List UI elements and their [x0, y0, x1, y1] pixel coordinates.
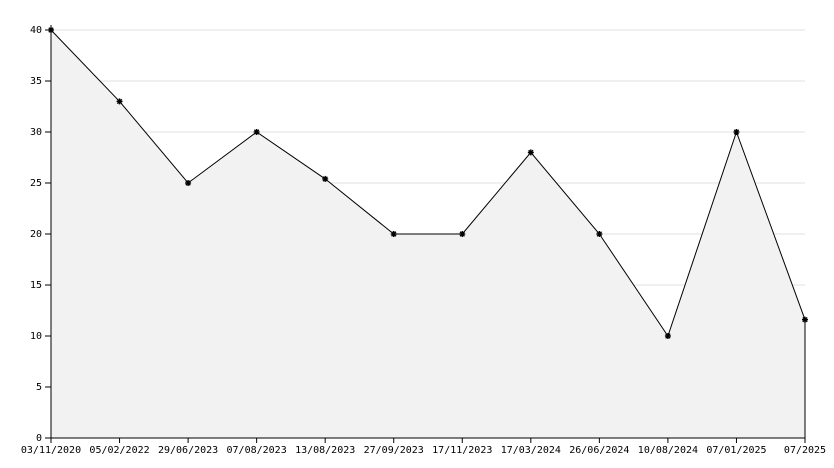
marker-stroke [116, 98, 123, 105]
point [596, 231, 603, 237]
x-tick-label: 03/11/2020 [21, 445, 81, 456]
marker-stroke [665, 333, 671, 339]
y-tick-label: 30 [30, 127, 42, 138]
marker-stroke [253, 129, 260, 135]
marker-stroke [185, 180, 191, 186]
x-tick-label: 07/08/2023 [227, 445, 287, 456]
y-tick-label: 10 [30, 331, 42, 342]
point [664, 333, 671, 339]
point [459, 231, 466, 237]
marker-stroke [459, 231, 465, 237]
y-tick-label: 15 [30, 280, 42, 291]
point [733, 129, 740, 135]
x-tick-label: 26/06/2024 [569, 445, 629, 456]
marker-stroke [391, 231, 397, 237]
y-tick-label: 25 [30, 178, 42, 189]
marker-stroke [733, 129, 740, 135]
y-tick-label: 0 [36, 433, 42, 444]
y-tick-label: 35 [30, 76, 42, 87]
point [390, 231, 397, 237]
point [802, 316, 808, 323]
y-tick-label: 5 [36, 382, 42, 393]
marker-stroke [802, 316, 808, 323]
x-tick-label: 07/01/2025 [706, 445, 766, 456]
point [527, 149, 534, 156]
line [50, 29, 806, 338]
point [185, 180, 192, 186]
x-tick-label: 27/09/2023 [364, 445, 424, 456]
x-tick-label: 10/08/2024 [638, 445, 698, 456]
x-tick-label: 17/03/2024 [501, 445, 561, 456]
point [253, 129, 260, 135]
point [322, 175, 329, 182]
marker-stroke [528, 149, 534, 156]
x-tick-label: 05/02/2022 [89, 445, 149, 456]
y-tick-label: 20 [30, 229, 42, 240]
x-tick-label: 17/11/2023 [432, 445, 492, 456]
x-tick-label: 07/2025 [784, 445, 826, 456]
x-tick-label: 13/08/2023 [295, 445, 355, 456]
x-tick-label: 29/06/2023 [158, 445, 218, 456]
marker-stroke [322, 176, 328, 182]
marker-stroke [596, 231, 603, 237]
point [116, 98, 123, 105]
y-tick-label: 40 [30, 25, 42, 36]
